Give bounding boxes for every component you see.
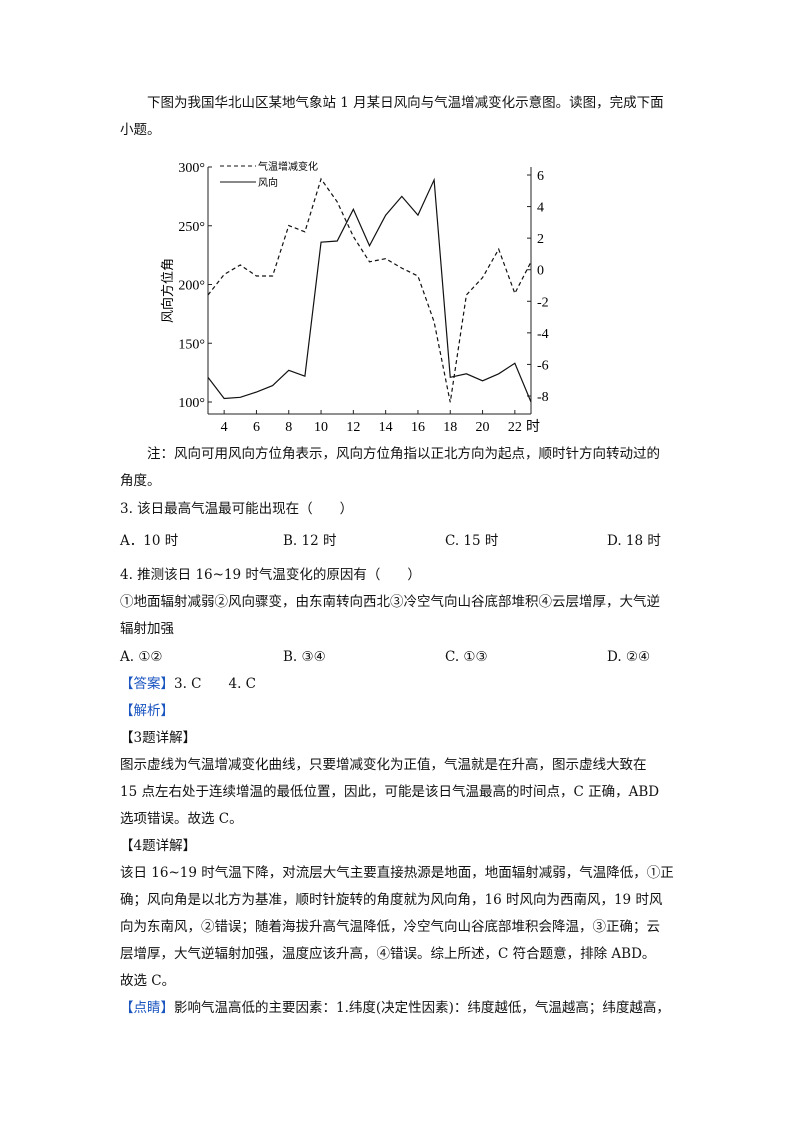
x-tick-label: 22: [508, 420, 522, 435]
y-tick-label: 150°: [178, 337, 205, 352]
question-4: 4. 推测该日 16~19 时气温变化的原因有（ ） ①地面辐射减弱②风向骤变，…: [120, 567, 660, 637]
q3-option-a: A．10 时: [120, 533, 179, 549]
series-line-temperature-change: [207, 177, 532, 403]
y-axis-label: 风向方位角: [160, 258, 175, 323]
y2-tick-label: -8: [537, 390, 549, 405]
q3-option-d: D. 18 时: [607, 533, 661, 549]
series-line-wind-direction: [207, 177, 532, 403]
x-tick-label: 8: [285, 420, 292, 435]
y2-tick-label: 6: [537, 169, 544, 184]
x-tick-label: 16: [411, 420, 425, 435]
question-3: 3. 该日最高气温最可能出现在（ ）: [120, 501, 354, 517]
y2-tick-label: -2: [537, 295, 549, 310]
y2-tick-label: -4: [537, 327, 549, 342]
x-tick-label: 4: [221, 420, 228, 435]
x-tick-label: 10: [314, 420, 328, 435]
q3-option-c: C. 15 时: [445, 533, 499, 549]
solution: 【答案】3. C 4. C 【解析】 【3题详解】 图示虚线为气温增减变化曲线，…: [120, 671, 680, 1022]
q4-option-d: D. ②④: [607, 649, 651, 665]
answer-tag: 【答案】: [120, 676, 174, 692]
q3-option-b: B. 12 时: [283, 533, 337, 549]
intro: 下图为我国华北山区某地气象站 1 月某日风向与气温增减变化示意图。读图，完成下面…: [120, 95, 664, 138]
y-tick-label: 200°: [178, 279, 205, 294]
y-tick-label: 250°: [178, 220, 205, 235]
q4-option-c: C. ①③: [445, 649, 488, 665]
x-tick-label: 20: [476, 420, 490, 435]
tip-tag: 【点睛】: [120, 1000, 174, 1016]
analysis-tag: 【解析】: [120, 703, 174, 719]
y-tick-label: 300°: [178, 161, 205, 176]
x-tick-label: 14: [379, 420, 393, 435]
x-tick-label: 12: [346, 420, 360, 435]
d4-tag: 【4题详解】: [120, 838, 197, 854]
q4-option-a: A. ①②: [120, 649, 163, 665]
note: 注：风向可用风向方位角表示，风向方位角指以正北方向为起点，顺时针方向转动过的 角…: [120, 446, 660, 489]
d3-tag: 【3题详解】: [120, 730, 197, 746]
y2-tick-label: 2: [537, 232, 544, 247]
legend-label: 风向: [258, 176, 278, 189]
x-tick-label: 6: [253, 420, 260, 435]
x-axis-label: 时: [526, 419, 540, 435]
answer-text: 3. C 4. C: [174, 676, 257, 692]
legend-label: 气温增减变化: [258, 160, 318, 173]
x-tick-label: 18: [443, 420, 457, 435]
y2-tick-label: 0: [537, 264, 544, 279]
y2-tick-label: -6: [537, 358, 549, 373]
y2-tick-label: 4: [537, 201, 544, 216]
q4-option-b: B. ③④: [283, 649, 326, 665]
y-tick-label: 100°: [178, 396, 205, 411]
